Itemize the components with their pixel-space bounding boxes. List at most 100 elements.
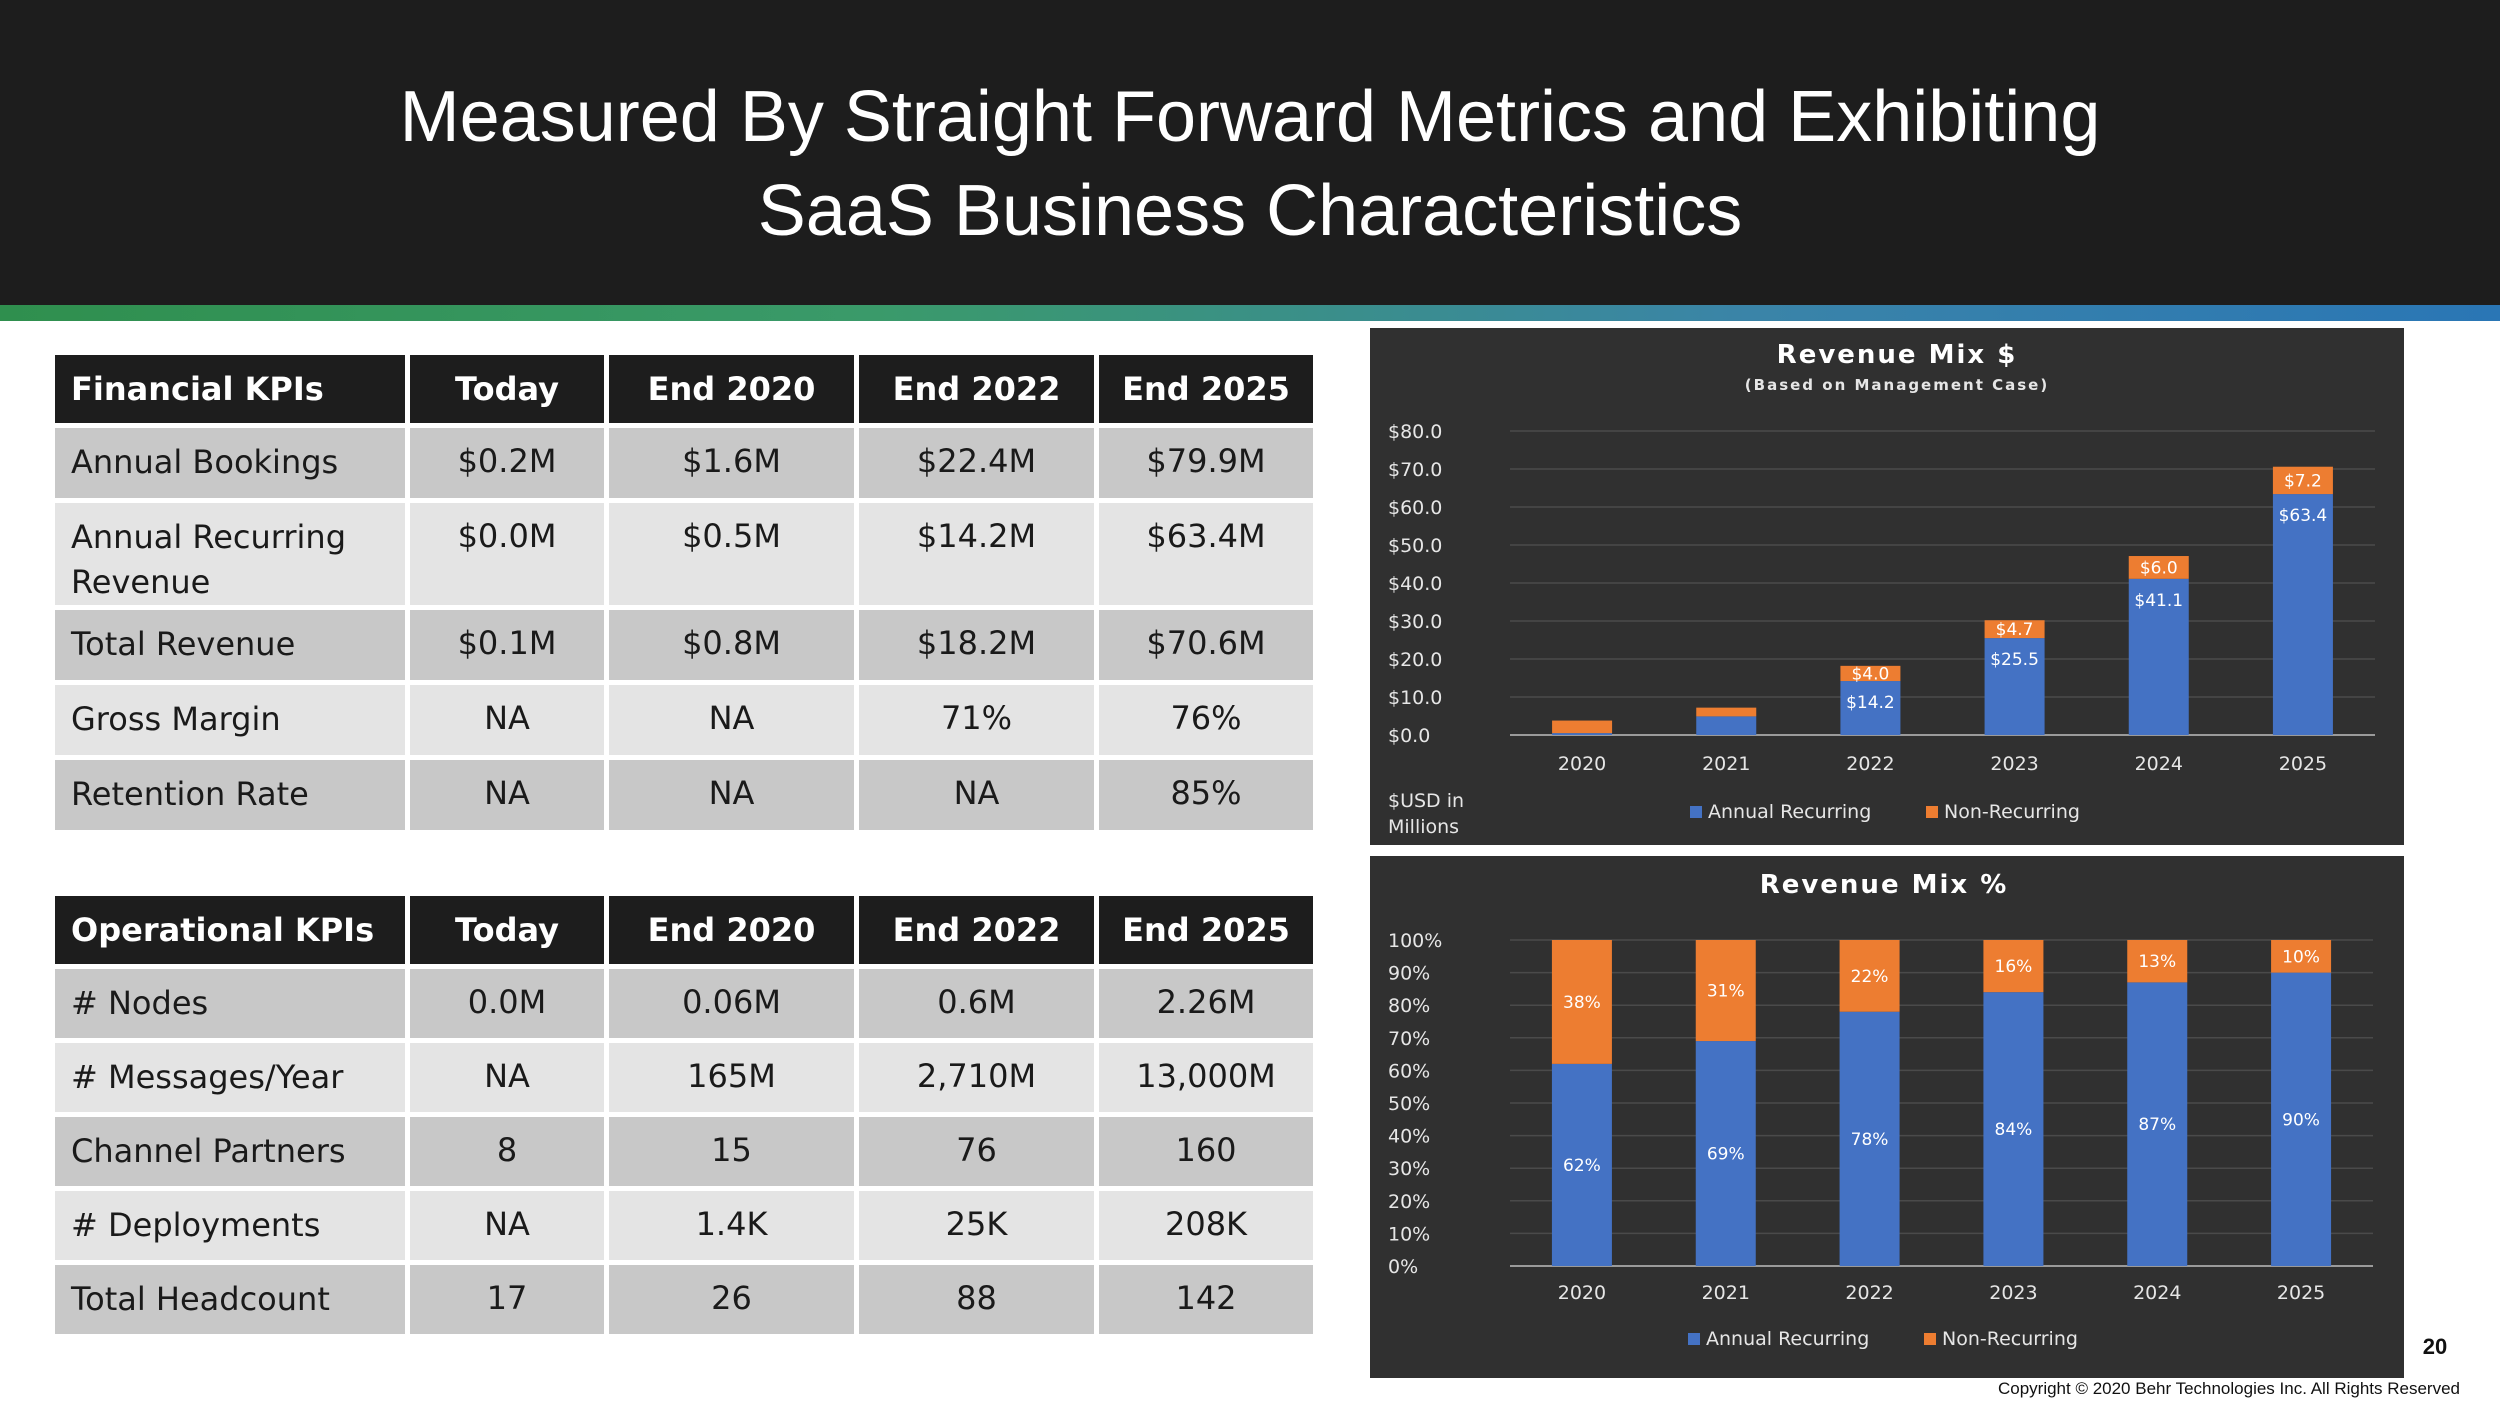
bar-non-recurring	[2271, 940, 2332, 973]
table-row: Total Headcount 17 26 88 142	[50, 1260, 1318, 1339]
table-cell: 15	[604, 1112, 859, 1191]
table-row: Channel Partners 8 15 76 160	[50, 1112, 1318, 1191]
data-label: $41.1	[2134, 591, 2183, 611]
table-cell: $1.6M	[604, 423, 859, 503]
chart-background	[1370, 328, 2404, 845]
table-cell: 160	[1094, 1112, 1318, 1191]
table-cell: NA	[405, 1038, 609, 1117]
table-row: Annual Recurring Revenue $0.0M $0.5M $14…	[50, 498, 1318, 610]
column-header: End 2022	[854, 350, 1099, 428]
bar-non-recurring	[1983, 940, 2044, 993]
data-label: 16%	[1995, 957, 2033, 977]
data-label: 87%	[2138, 1115, 2176, 1135]
table-cell: $0.8M	[604, 605, 859, 685]
data-label: 13%	[2138, 952, 2176, 972]
x-tick-label: 2023	[1989, 1282, 2037, 1304]
table-cell: $0.5M	[604, 498, 859, 610]
x-tick-label: 2022	[1845, 1282, 1893, 1304]
column-header: Operational KPIs	[50, 891, 410, 969]
x-tick-label: 2021	[1702, 1282, 1750, 1304]
bar-annual-recurring	[2127, 982, 2188, 1266]
legend-label: Annual Recurring	[1708, 801, 1871, 823]
y-tick-label: 0%	[1388, 1256, 1418, 1278]
bar-annual-recurring	[1984, 638, 2045, 735]
bar-annual-recurring	[1551, 1063, 1612, 1266]
table-cell: 26	[604, 1260, 859, 1339]
legend-swatch-non-recurring	[1926, 806, 1938, 818]
table-header-row: Financial KPIs Today End 2020 End 2022 E…	[50, 350, 1318, 428]
table-cell: NA	[604, 680, 859, 760]
column-header: End 2025	[1094, 350, 1318, 428]
row-label: # Deployments	[50, 1186, 410, 1265]
bar-non-recurring	[2128, 556, 2189, 579]
y-tick-label: $20.0	[1388, 649, 1442, 671]
table-cell: $79.9M	[1094, 423, 1318, 503]
y-axis-title: $USD in	[1388, 790, 1464, 812]
y-tick-label: $80.0	[1388, 421, 1442, 443]
page-number: 20	[2422, 1334, 2448, 1359]
chart-subtitle: (Based on Management Case)	[1745, 376, 2049, 394]
row-label: Retention Rate	[50, 755, 410, 835]
table-cell: $63.4M	[1094, 498, 1318, 610]
table-cell: 88	[854, 1260, 1099, 1339]
data-label: 90%	[2282, 1110, 2320, 1130]
bar-annual-recurring	[1552, 733, 1613, 735]
y-tick-label: 30%	[1388, 1158, 1430, 1180]
table-cell: NA	[405, 755, 609, 835]
column-header: End 2020	[604, 891, 859, 969]
y-tick-label: 80%	[1388, 995, 1430, 1017]
bar-annual-recurring	[2272, 494, 2333, 735]
data-label: 22%	[1851, 967, 1889, 987]
column-header: Financial KPIs	[50, 350, 410, 428]
data-label: 84%	[1995, 1120, 2033, 1140]
table-header-row: Operational KPIs Today End 2020 End 2022…	[50, 891, 1318, 969]
y-tick-label: $60.0	[1388, 497, 1442, 519]
table-cell: 8	[405, 1112, 609, 1191]
table-cell: $22.4M	[854, 423, 1099, 503]
title-banner	[0, 0, 2500, 305]
bar-non-recurring	[1984, 620, 2045, 639]
bar-non-recurring	[1695, 940, 1756, 1042]
table-row: Annual Bookings $0.2M $1.6M $22.4M $79.9…	[50, 423, 1318, 503]
bar-non-recurring	[1840, 665, 1901, 682]
operational-kpi-table: Operational KPIs Today End 2020 End 2022…	[50, 891, 1318, 1339]
slide-title: Measured By Straight Forward Metrics and…	[0, 70, 2500, 258]
y-tick-label: $0.0	[1388, 725, 1430, 747]
y-tick-label: $30.0	[1388, 611, 1442, 633]
y-tick-label: $50.0	[1388, 535, 1442, 557]
y-tick-label: 40%	[1388, 1126, 1430, 1148]
table-cell: $0.1M	[405, 605, 609, 685]
table-cell: 1.4K	[604, 1186, 859, 1265]
legend-swatch-annual-recurring	[1688, 1333, 1700, 1345]
table-cell: NA	[854, 755, 1099, 835]
x-tick-label: 2025	[2277, 1282, 2325, 1304]
column-header: Today	[405, 891, 609, 969]
column-header: End 2022	[854, 891, 1099, 969]
revenue-mix-dollar-svg: Revenue Mix $ (Based on Management Case) $…	[1370, 328, 2404, 845]
bar-annual-recurring	[1839, 1011, 1900, 1266]
x-tick-label: 2020	[1558, 1282, 1606, 1304]
data-label: $7.2	[2284, 471, 2322, 491]
table-cell: 208K	[1094, 1186, 1318, 1265]
table-cell: 0.0M	[405, 964, 609, 1043]
row-label: Annual Bookings	[50, 423, 410, 503]
data-label: $4.7	[1996, 620, 2034, 640]
table-cell: $18.2M	[854, 605, 1099, 685]
bar-non-recurring	[1839, 940, 1900, 1012]
data-label: 38%	[1563, 993, 1601, 1013]
data-label: 31%	[1707, 982, 1745, 1002]
y-tick-label: 10%	[1388, 1223, 1430, 1245]
bar-non-recurring	[1552, 720, 1613, 734]
table-cell: $70.6M	[1094, 605, 1318, 685]
x-tick-label: 2020	[1558, 753, 1606, 775]
revenue-mix-percent-svg: Revenue Mix % 0% 10% 20% 30% 40% 50% 60% 70% 80% 9…	[1370, 856, 2404, 1378]
revenue-mix-percent-chart: Revenue Mix % 0% 10% 20% 30% 40% 50% 60% 70% 80% 9…	[1370, 856, 2404, 1378]
y-tick-label: $40.0	[1388, 573, 1442, 595]
x-tick-label: 2023	[1990, 753, 2038, 775]
bar-non-recurring	[2127, 940, 2188, 983]
y-axis-title: Millions	[1388, 816, 1459, 838]
bar-non-recurring	[2272, 466, 2333, 495]
data-label: $6.0	[2140, 558, 2178, 578]
table-cell: 2,710M	[854, 1038, 1099, 1117]
row-label: # Nodes	[50, 964, 410, 1043]
